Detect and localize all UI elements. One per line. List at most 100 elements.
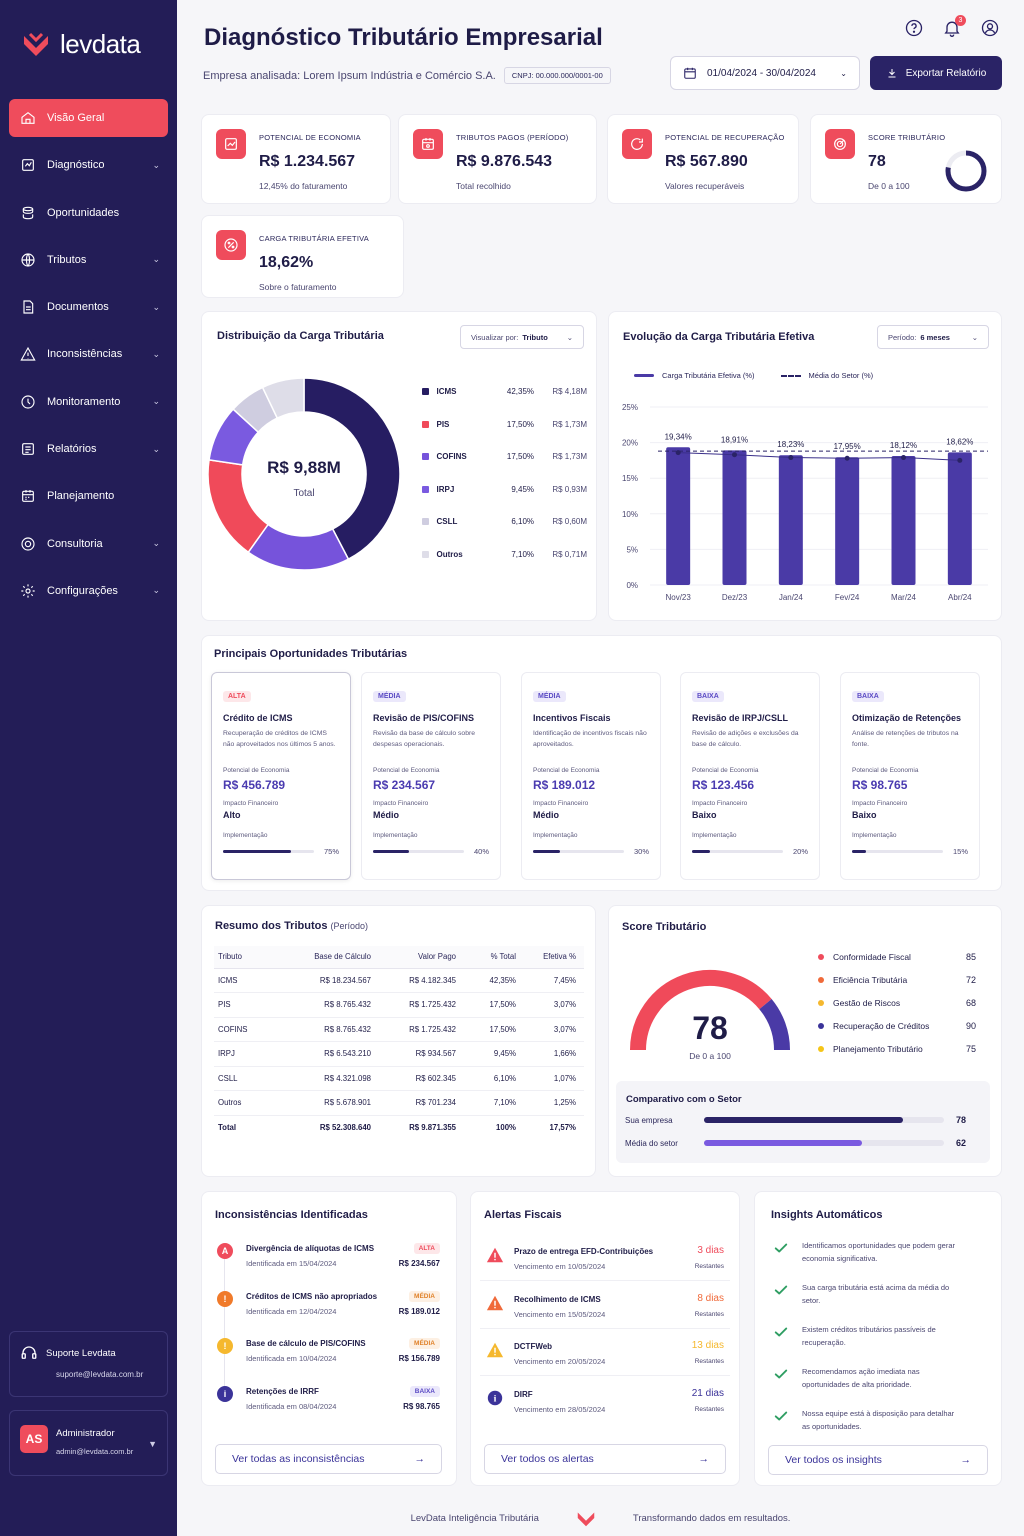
home-icon: [19, 109, 37, 127]
bar[interactable]: [666, 447, 691, 585]
footer-right-text: Transformando dados em resultados.: [632, 1512, 791, 1524]
inconsistency-title[interactable]: Retenções de IRRF: [246, 1386, 319, 1396]
table-cell: 7,10%: [464, 1090, 524, 1116]
x-tick-label: Nov/23: [665, 593, 691, 602]
opportunity-card[interactable]: BAIXA Revisão de IRPJ/CSLL Revisão de adiç…: [680, 672, 820, 880]
alert-days: 21 dias: [691, 1387, 724, 1399]
bar[interactable]: [835, 457, 860, 585]
period-select[interactable]: Período: 6 meses ⌄: [877, 325, 989, 349]
bar-data-label: 18,62%: [946, 437, 973, 446]
legend-percent: 17,50%: [506, 419, 535, 429]
x-tick-label: Mar/24: [891, 593, 916, 602]
inconsistency-title[interactable]: Base de cálculo de PIS/COFINS: [246, 1339, 366, 1348]
alert-orange-icon: [486, 1294, 504, 1312]
alert-title[interactable]: DCTFWeb: [514, 1342, 553, 1351]
sidebar-item-label: Configurações: [47, 584, 118, 597]
bar[interactable]: [722, 450, 747, 585]
export-label: Exportar Relatório: [905, 67, 987, 79]
bar[interactable]: [778, 455, 803, 585]
help-button[interactable]: [904, 18, 924, 38]
cnpj-badge: CNPJ: 00.000.000/0001-00: [503, 67, 611, 84]
legend-item: PIS 17,50% R$ 1,73M: [422, 420, 587, 429]
brand-logo[interactable]: levdata: [20, 28, 141, 60]
opportunity-title: Otimização de Retenções: [852, 713, 962, 723]
impact-label: Impacto Financeiro: [533, 800, 589, 807]
score-ring: [945, 150, 987, 192]
sidebar-item-oportunidades[interactable]: Oportunidades: [9, 194, 168, 232]
inconsistency-title[interactable]: Créditos de ICMS não apropriados: [246, 1291, 378, 1301]
table-cell: 42,35%: [464, 968, 524, 993]
alert-title[interactable]: Recolhimento de ICMS: [514, 1294, 601, 1304]
kpi-value: R$ 1.234.567: [259, 153, 356, 170]
check-icon: [774, 1283, 788, 1297]
legend-swatch: [422, 551, 429, 558]
view-all-alerts-link[interactable]: Ver todos os alertas →: [484, 1444, 726, 1474]
sidebar-item-label: Tributos: [47, 253, 87, 266]
inconsistencies-link-label: Ver todas as inconsistências: [232, 1453, 365, 1465]
column-header: % Total: [464, 946, 524, 969]
summary-title-main: Resumo dos Tributos: [215, 920, 328, 932]
legend-percent: 7,10%: [511, 550, 535, 559]
impact-label: Impacto Financeiro: [692, 800, 748, 807]
opportunity-card[interactable]: MÉDIA Revisão de PIS/COFINS Revisão da bas…: [361, 672, 501, 880]
profile-button[interactable]: [980, 18, 1000, 38]
legend-series-label: Carga Tributária Efetiva (%): [662, 371, 755, 380]
donut-slice-outros[interactable]: [261, 377, 305, 420]
table-total-row: Total R$ 52.308.640 R$ 9.871.355 100% 17,57%: [214, 1115, 584, 1140]
legend-name: PIS: [436, 419, 450, 429]
insights-card: [754, 1191, 1002, 1486]
sidebar-item-diagnostico[interactable]: Diagnóstico ⌄: [9, 146, 168, 184]
implementation-label: Implementação: [692, 832, 737, 839]
implementation-label: Implementação: [852, 832, 897, 839]
view-all-inconsistencies-link[interactable]: Ver todas as inconsistências →: [215, 1444, 442, 1474]
support-card[interactable]: Suporte Levdata suporte@levdata.com.br: [9, 1331, 168, 1397]
implementation-progress: 40%: [373, 847, 489, 856]
alerts-link-label: Ver todos os alertas: [501, 1453, 594, 1465]
score-item-name: Gestão de Riscos: [833, 998, 901, 1008]
progress-fill: [373, 850, 410, 853]
gauge-remainder-arc: [759, 999, 790, 1051]
opportunity-card[interactable]: BAIXA Otimização de Retenções Análise de r…: [840, 672, 980, 880]
sidebar-item-configuracoes[interactable]: Configurações ⌄: [9, 572, 168, 610]
severity-badge: MÉDIA: [409, 1338, 440, 1349]
view-by-select[interactable]: Visualizar por: Tributo ⌄: [460, 325, 584, 349]
alert-title[interactable]: Prazo de entrega EFD-Contribuições: [514, 1247, 654, 1256]
export-report-button[interactable]: Exportar Relatório: [870, 56, 1002, 90]
chevron-down-icon[interactable]: ▼: [148, 1439, 157, 1449]
sidebar-item-relatorios[interactable]: Relatórios ⌄: [9, 430, 168, 468]
alert-remaining-label: Restantes: [694, 1358, 724, 1365]
score-item-value: 90: [965, 1021, 976, 1031]
view-all-insights-link[interactable]: Ver todos os insights →: [768, 1445, 988, 1475]
legend-value: R$ 0,71M: [552, 550, 587, 559]
sidebar-item-tributos[interactable]: Tributos ⌄: [9, 241, 168, 279]
date-range-picker[interactable]: 01/04/2024 - 30/04/2024 ⌄: [670, 56, 860, 90]
legend-swatch: [422, 485, 429, 493]
bar-data-label: 17,95%: [834, 442, 861, 451]
bar[interactable]: [891, 455, 916, 585]
bar[interactable]: [947, 452, 972, 585]
sidebar-item-planejamento[interactable]: Planejamento: [9, 477, 168, 515]
score-item-name: Eficiência Tributária: [833, 975, 908, 985]
sidebar-item-label: Diagnóstico: [47, 159, 105, 172]
implementation-progress: 15%: [852, 847, 968, 856]
info-icon: i: [486, 1389, 504, 1407]
sidebar-item-documentos[interactable]: Documentos ⌄: [9, 288, 168, 326]
download-icon: [888, 69, 896, 78]
opportunity-card[interactable]: MÉDIA Incentivos Fiscais Identificação de …: [521, 672, 661, 880]
donut-slice-icms[interactable]: [303, 377, 401, 561]
support-email[interactable]: suporte@levdata.com.br: [56, 1370, 144, 1379]
user-menu[interactable]: AS Administrador admin@levdata.com.br ▼: [9, 1410, 168, 1476]
opportunity-card[interactable]: ALTA Crédito de ICMS Recuperação de crédit…: [211, 672, 351, 880]
sidebar-item-label: Inconsistências: [47, 348, 123, 361]
inconsistency-title[interactable]: Divergência de alíquotas de ICMS: [246, 1244, 375, 1253]
sidebar-item-consultoria[interactable]: Consultoria ⌄: [9, 525, 168, 563]
alert-title[interactable]: DIRF: [514, 1389, 533, 1399]
sidebar-item-visao-geral[interactable]: Visão Geral: [9, 99, 168, 137]
legend-value: R$ 0,60M: [552, 517, 587, 527]
score-item-dot: [818, 954, 824, 960]
sidebar-item-monitoramento[interactable]: Monitoramento ⌄: [9, 383, 168, 421]
sidebar-item-inconsistencias[interactable]: Inconsistências ⌄: [9, 335, 168, 373]
economy-value: R$ 234.567: [373, 778, 436, 792]
legend-value: R$ 0,93M: [552, 484, 587, 494]
notifications-button[interactable]: 3: [942, 15, 966, 38]
